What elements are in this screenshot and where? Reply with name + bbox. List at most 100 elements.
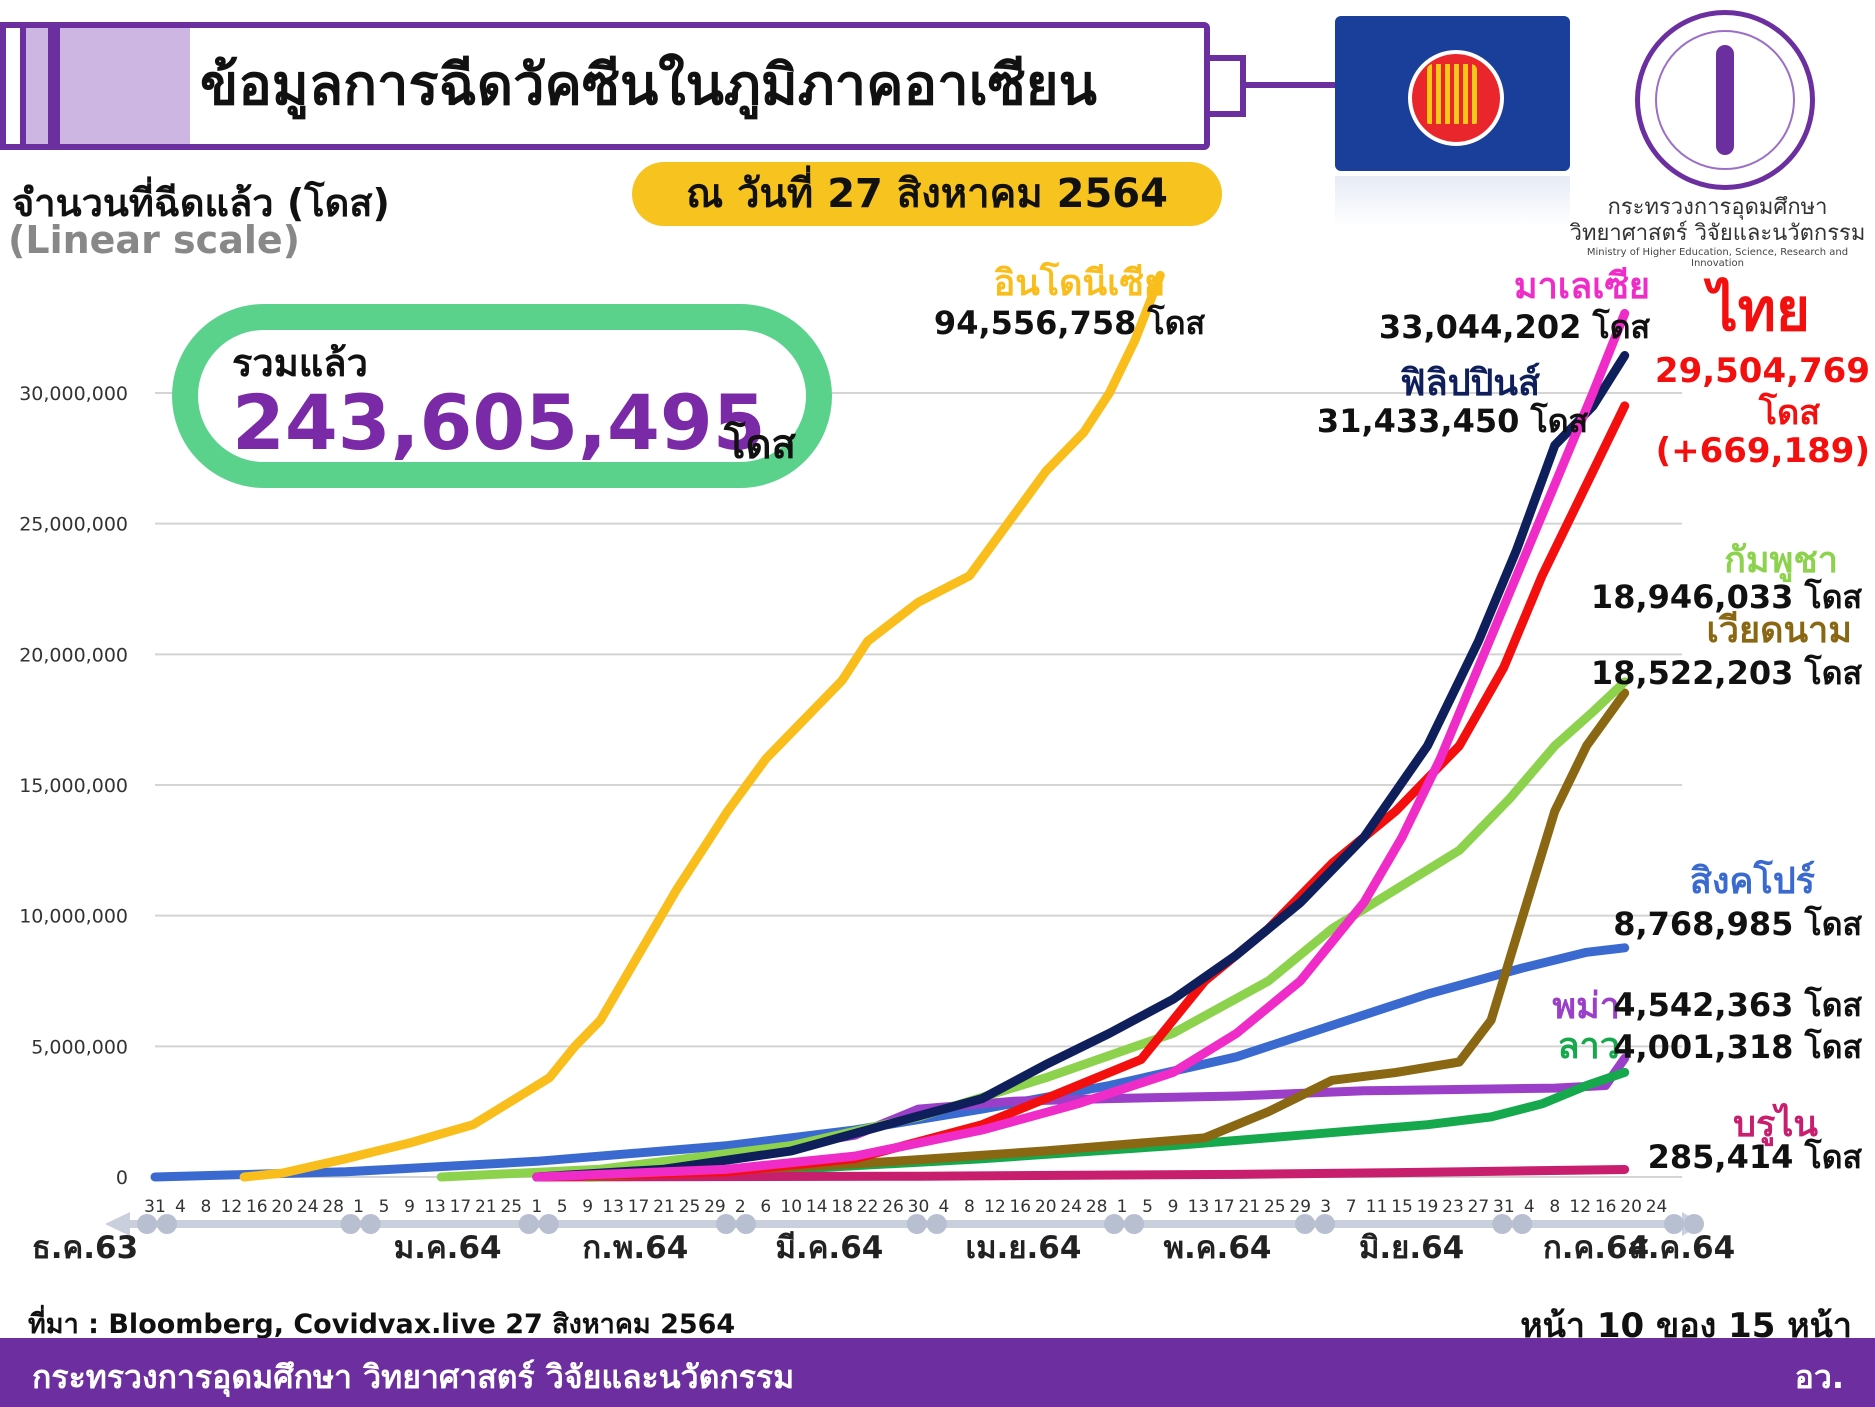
month-label: เม.ย.64	[966, 1230, 1082, 1266]
month-label: มิ.ย.64	[1359, 1230, 1464, 1266]
series-value-label: 8,768,985 โดส	[1613, 905, 1862, 943]
series-value-label: 33,044,202 โดส	[1379, 308, 1651, 346]
footer-org-short: อว.	[1794, 1358, 1844, 1396]
series-name-label: ไทย	[1703, 276, 1810, 344]
month-divider-dot	[906, 1214, 927, 1234]
x-tick-label: 11	[1366, 1197, 1388, 1217]
x-tick-label: 25	[679, 1197, 701, 1217]
month-divider-dot	[1512, 1214, 1533, 1234]
x-tick-label: 29	[1289, 1197, 1311, 1217]
x-tick-label: 31	[1493, 1197, 1515, 1217]
x-tick-label: 17	[1213, 1197, 1235, 1217]
ministry-logo-english: Ministry of Higher Education, Science, R…	[1586, 247, 1849, 269]
x-tick-label: 21	[1239, 1197, 1261, 1217]
y-tick-label: 30,000,000	[19, 383, 128, 405]
x-tick-label: 24	[1646, 1197, 1668, 1217]
y-tick-label: 15,000,000	[19, 775, 128, 797]
series-line-6	[150, 943, 1630, 1182]
total-value: 243,605,495	[232, 378, 766, 467]
month-divider-dot	[340, 1214, 361, 1234]
footer-org: กระทรวงการอุดมศึกษา วิทยาศาสตร์ วิจัยและ…	[32, 1358, 795, 1396]
month-divider-dot	[157, 1214, 177, 1234]
x-tick-label: 4	[175, 1197, 186, 1217]
x-tick-label: 20	[1620, 1197, 1642, 1217]
series-line-0	[239, 270, 1165, 1182]
month-label: ม.ค.64	[394, 1230, 502, 1266]
x-tick-label: 5	[1142, 1197, 1153, 1217]
series-value-label: 31,433,450 โดส	[1317, 402, 1589, 440]
y-axis-scale-note: (Linear scale)	[8, 218, 300, 262]
x-tick-label: 20	[271, 1197, 293, 1217]
total-doses-box	[172, 304, 832, 488]
x-tick-label: 4	[939, 1197, 950, 1217]
series-delta-label: (+669,189)	[1656, 431, 1870, 471]
x-tick-label: 16	[1009, 1197, 1031, 1217]
series-value-label: 4,542,363 โดส	[1613, 986, 1862, 1024]
x-tick-label: 14	[806, 1197, 828, 1217]
x-tick-label: 3	[1320, 1197, 1331, 1217]
series-value-label: 18,522,203 โดส	[1591, 654, 1863, 692]
month-divider-dot	[1664, 1214, 1684, 1234]
x-tick-label: 2	[735, 1197, 746, 1217]
x-tick-label: 5	[379, 1197, 390, 1217]
month-label: ส.ค.64	[1629, 1230, 1735, 1266]
ministry-seal-ring	[1655, 30, 1795, 170]
x-axis-arrow	[105, 1212, 1702, 1236]
series-value-label: 29,504,769	[1655, 351, 1870, 391]
month-divider-dot	[1492, 1214, 1513, 1234]
x-tick-label: 8	[964, 1197, 975, 1217]
x-tick-label: 25	[500, 1197, 522, 1217]
month-label: ก.พ.64	[582, 1230, 688, 1266]
y-tick-label: 20,000,000	[19, 644, 128, 666]
x-tick-label: 13	[602, 1197, 624, 1217]
month-label: พ.ค.64	[1164, 1230, 1272, 1266]
series-name-label: มาเลเซีย	[1514, 266, 1650, 307]
month-label: ก.ค.64	[1543, 1230, 1649, 1266]
x-tick-label: 23	[1442, 1197, 1464, 1217]
x-tick-label: 12	[1569, 1197, 1591, 1217]
series-value-label: 18,946,033 โดส	[1591, 578, 1863, 616]
x-tick-label: 8	[200, 1197, 211, 1217]
x-axis: 31 4 8 12 16 20 24 28 1 5 9 13 17 21 25 1 5 9 13 17 21 25 29 2 6…	[32, 1197, 1735, 1266]
x-tick-label: 12	[221, 1197, 243, 1217]
x-tick-label: 24	[297, 1197, 319, 1217]
ministry-logo-line2: วิทยาศาสตร์ วิจัยและนวัตกรรม	[1569, 221, 1866, 246]
asean-rice-emblem-icon	[1427, 64, 1477, 124]
month-divider-dot	[518, 1214, 539, 1234]
x-tick-label: 4	[1524, 1197, 1535, 1217]
chart-series-lines	[150, 270, 1630, 1182]
month-divider-dot	[1294, 1214, 1315, 1234]
x-tick-label: 21	[653, 1197, 675, 1217]
syringe-tip	[1210, 55, 1246, 117]
x-tick-label: 28	[1086, 1197, 1108, 1217]
x-tick-label: 31	[144, 1197, 166, 1217]
series-value-label: 4,001,318 โดส	[1613, 1028, 1862, 1066]
date-badge: ณ วันที่ 27 สิงหาคม 2564	[632, 162, 1222, 226]
y-axis-ticks: 0 5,000,000 10,000,000 15,000,000 20,000,000…	[19, 383, 128, 1189]
x-tick-label: 9	[582, 1197, 593, 1217]
y-tick-label: 10,000,000	[19, 906, 128, 928]
syringe-plunger	[0, 22, 26, 150]
x-tick-label: 17	[450, 1197, 472, 1217]
y-tick-label: 25,000,000	[19, 514, 128, 536]
x-tick-label: 1	[353, 1197, 364, 1217]
x-tick-label: 13	[1188, 1197, 1210, 1217]
x-tick-label: 19	[1417, 1197, 1439, 1217]
data-source: ที่มา : Bloomberg, Covidvax.live 27 สิงห…	[28, 1309, 736, 1340]
footer-bar	[0, 1338, 1875, 1407]
month-divider-dot	[538, 1214, 559, 1234]
x-tick-label: 21	[475, 1197, 497, 1217]
series-name-label: พม่า	[1552, 986, 1620, 1027]
x-tick-label: 6	[760, 1197, 771, 1217]
x-tick-label: 18	[831, 1197, 853, 1217]
series-labels: อินโดนีเซีย94,556,758 โดส มาเลเซีย33,044,…	[934, 261, 1870, 1176]
x-tick-label: 1	[531, 1197, 542, 1217]
x-tick-label: 16	[246, 1197, 268, 1217]
x-tick-label: 13	[424, 1197, 446, 1217]
x-tick-label: 29	[704, 1197, 726, 1217]
month-divider-dot	[715, 1214, 736, 1234]
month-divider-dot	[926, 1214, 947, 1234]
ministry-logo-line1: กระทรวงการอุดมศึกษา	[1607, 195, 1828, 220]
month-divider-dot	[137, 1214, 157, 1234]
series-name-label: ฟิลิปปินส์	[1400, 362, 1540, 404]
